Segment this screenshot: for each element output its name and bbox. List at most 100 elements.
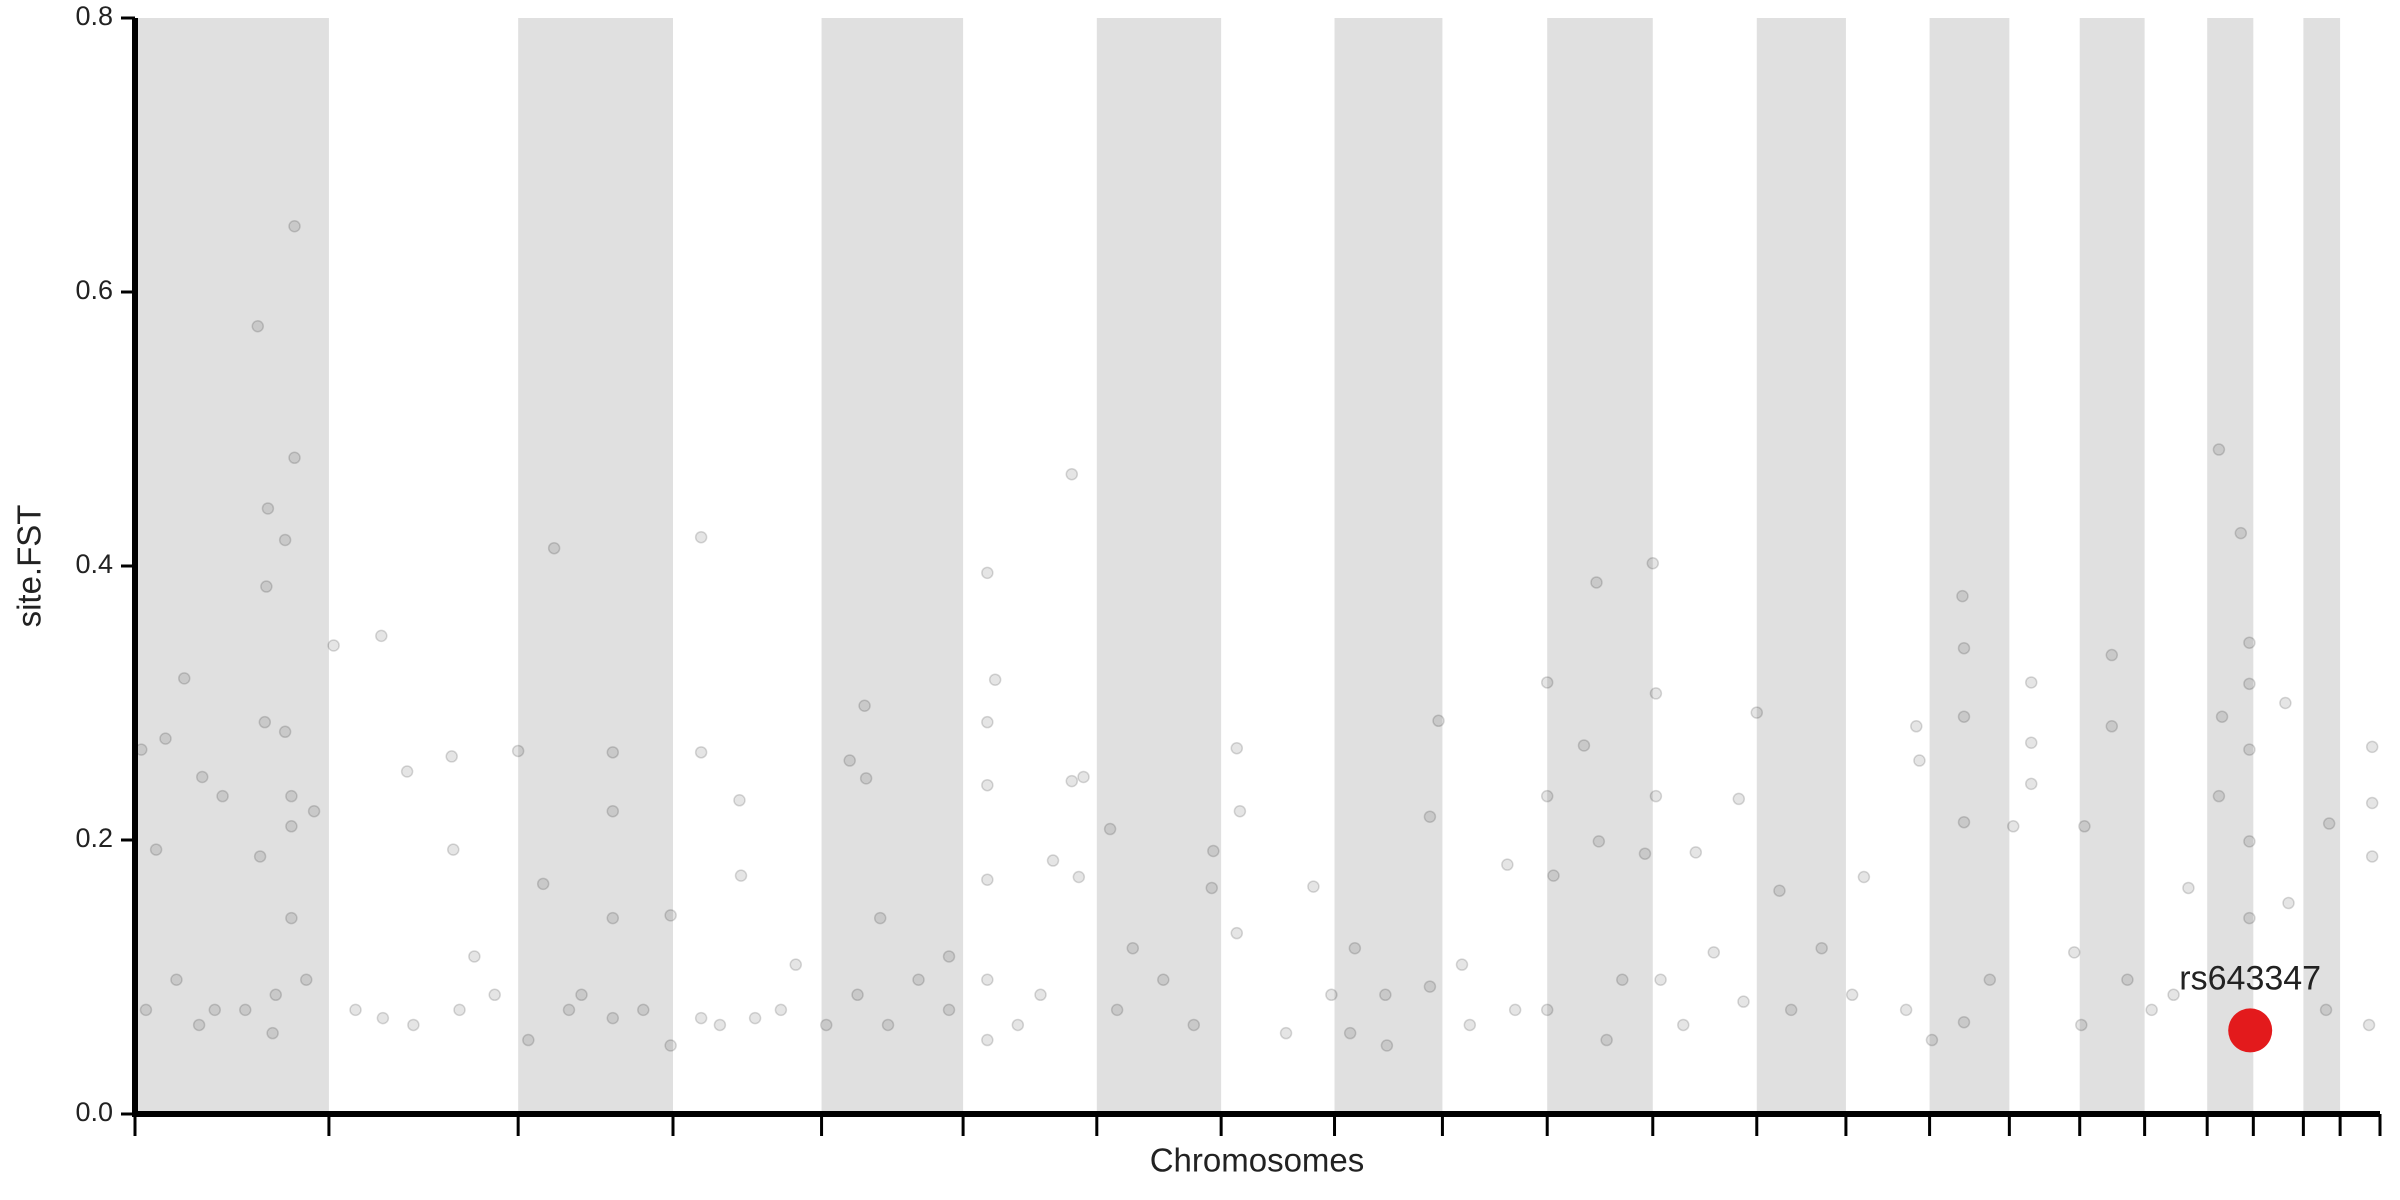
y-tick-label: 0.0 [75, 1097, 113, 1127]
point [1592, 835, 1606, 848]
point [288, 451, 301, 465]
point [606, 804, 620, 818]
point [2365, 796, 2379, 810]
point [488, 988, 501, 1002]
chromosome-band [1334, 18, 1443, 1114]
point [159, 732, 172, 745]
point [1957, 710, 1971, 723]
point [1307, 880, 1320, 893]
point [2243, 743, 2256, 756]
point [261, 502, 275, 515]
chromosome-band [2079, 18, 2145, 1114]
point [1233, 804, 1247, 818]
point [375, 629, 388, 643]
point [748, 1011, 762, 1025]
point [1065, 774, 1079, 788]
point [447, 843, 460, 856]
point [285, 789, 298, 803]
point [400, 765, 414, 778]
point [2212, 443, 2226, 456]
chromosome-band [2303, 18, 2341, 1114]
point [694, 1011, 708, 1025]
point [2167, 988, 2180, 1002]
point [2212, 789, 2226, 803]
point [1677, 1018, 1690, 1032]
point [694, 746, 708, 759]
point [2243, 911, 2256, 925]
point [1750, 706, 1764, 719]
chromosome-band [1756, 18, 1846, 1114]
point [1654, 973, 1667, 986]
point [307, 804, 321, 818]
point [2007, 820, 2020, 833]
point [2068, 946, 2081, 959]
point [1899, 1003, 1913, 1017]
chromosome-band [1929, 18, 2010, 1114]
point [2145, 1003, 2158, 1017]
point [1230, 926, 1244, 940]
point [1600, 1033, 1613, 1047]
point [139, 1003, 153, 1017]
point [820, 1018, 833, 1032]
point [1423, 980, 1437, 993]
point [988, 673, 1002, 686]
point [468, 950, 481, 963]
point [2282, 896, 2295, 910]
point [1072, 870, 1086, 884]
point [1925, 1033, 1939, 1047]
point [2024, 777, 2038, 791]
point [2105, 720, 2119, 733]
point [547, 541, 561, 555]
point [349, 1003, 362, 1017]
point [251, 320, 265, 333]
y-tick-label: 0.4 [75, 549, 113, 579]
point [522, 1033, 535, 1047]
point [285, 911, 298, 925]
point [562, 1003, 576, 1017]
point [253, 850, 267, 863]
point [2365, 740, 2379, 754]
point [1910, 720, 1923, 733]
point [239, 1003, 252, 1017]
point [774, 1003, 788, 1017]
point [575, 988, 588, 1002]
point [1423, 810, 1437, 823]
y-axis-label: site.FST [11, 505, 48, 628]
point [149, 843, 163, 856]
point [216, 789, 229, 803]
point [1157, 973, 1170, 986]
point [2078, 820, 2091, 833]
chromosome-band [135, 18, 329, 1114]
point [1707, 946, 1721, 959]
point [1348, 941, 1362, 955]
point [299, 973, 313, 986]
point [859, 772, 873, 785]
point [2234, 526, 2248, 540]
point [1638, 847, 1652, 860]
point [2322, 817, 2336, 830]
point [376, 1011, 390, 1025]
point [858, 699, 871, 712]
point [1379, 988, 1392, 1002]
point [2215, 710, 2229, 723]
point [873, 911, 887, 925]
point [536, 877, 550, 891]
point [511, 744, 525, 758]
point [1279, 1026, 1293, 1040]
point [694, 530, 708, 544]
point [1737, 995, 1750, 1008]
point [606, 911, 620, 925]
point [278, 533, 292, 547]
point [1508, 1003, 1522, 1017]
point [1649, 789, 1663, 803]
point [208, 1003, 222, 1017]
point [1540, 789, 1554, 803]
point [327, 639, 340, 652]
point [1845, 988, 1859, 1002]
point [637, 1003, 650, 1017]
point [1325, 988, 1338, 1002]
point [1103, 822, 1117, 836]
point [606, 1011, 620, 1025]
point [1207, 844, 1220, 858]
